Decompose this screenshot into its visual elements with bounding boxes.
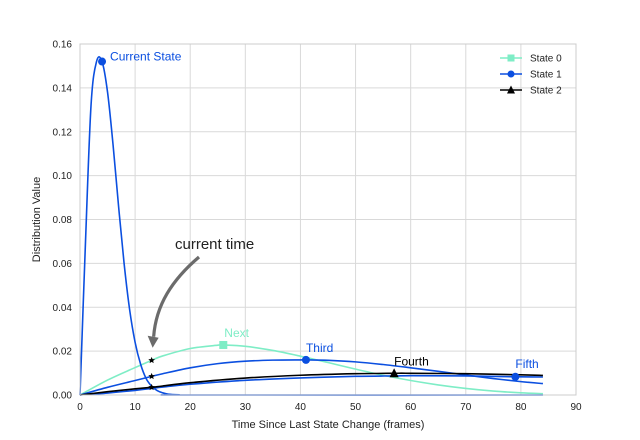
x-tick-label: 30 [240, 402, 252, 413]
y-tick-label: 0.02 [53, 347, 73, 358]
x-tick-label: 20 [185, 402, 197, 413]
point-label: Next [224, 326, 249, 340]
y-tick-label: 0.08 [53, 215, 73, 226]
x-tick-label: 0 [77, 402, 83, 413]
current-time-arrowhead [147, 335, 159, 348]
legend: State 0 State 1 State 2 [500, 54, 562, 97]
x-tick-label: 80 [515, 402, 527, 413]
legend-label: State 2 [530, 86, 562, 97]
legend-label: State 1 [530, 70, 562, 81]
x-tick-label: 60 [405, 402, 417, 413]
y-tick-label: 0.12 [53, 127, 73, 138]
point-marker [511, 372, 520, 381]
x-axis-label: Time Since Last State Change (frames) [232, 419, 425, 431]
point-marker [219, 340, 228, 349]
y-tick-label: 0.06 [53, 259, 73, 270]
annotations: Current State Next Third Fourth Fifth current… [110, 50, 539, 371]
legend-label: State 0 [530, 54, 562, 65]
y-tick-label: 0.16 [53, 40, 73, 51]
series-line [79, 372, 543, 396]
series-line [79, 374, 543, 396]
y-tick-label: 0.00 [53, 391, 73, 402]
y-tick-label: 0.10 [53, 171, 73, 182]
point-marker [389, 368, 399, 378]
current-time-marker [148, 383, 155, 391]
point-label: Third [306, 341, 333, 355]
y-axis-label: Distribution Value [31, 177, 43, 262]
current-time-label: current time [175, 236, 254, 253]
point-label: Current State [110, 50, 182, 64]
current-time-marker [148, 356, 155, 364]
point-label: Fifth [515, 357, 538, 371]
y-axis-ticks: 0.00 0.02 0.04 0.06 0.08 0.10 0.12 0.14 0.16 [53, 40, 73, 402]
current-time-arrow [152, 255, 201, 337]
point-marker [98, 57, 107, 66]
point-marker [301, 355, 310, 364]
x-tick-label: 70 [460, 402, 472, 413]
point-label: Fourth [394, 354, 429, 368]
current-time-marker [148, 372, 155, 380]
y-tick-label: 0.14 [53, 83, 73, 94]
x-tick-label: 90 [570, 402, 582, 413]
plot-frame [79, 43, 577, 396]
x-tick-label: 40 [295, 402, 307, 413]
x-tick-label: 50 [350, 402, 362, 413]
x-tick-label: 10 [130, 402, 142, 413]
x-axis-ticks: 0 10 20 30 40 50 60 70 80 90 [77, 402, 582, 413]
y-tick-label: 0.04 [53, 303, 73, 314]
